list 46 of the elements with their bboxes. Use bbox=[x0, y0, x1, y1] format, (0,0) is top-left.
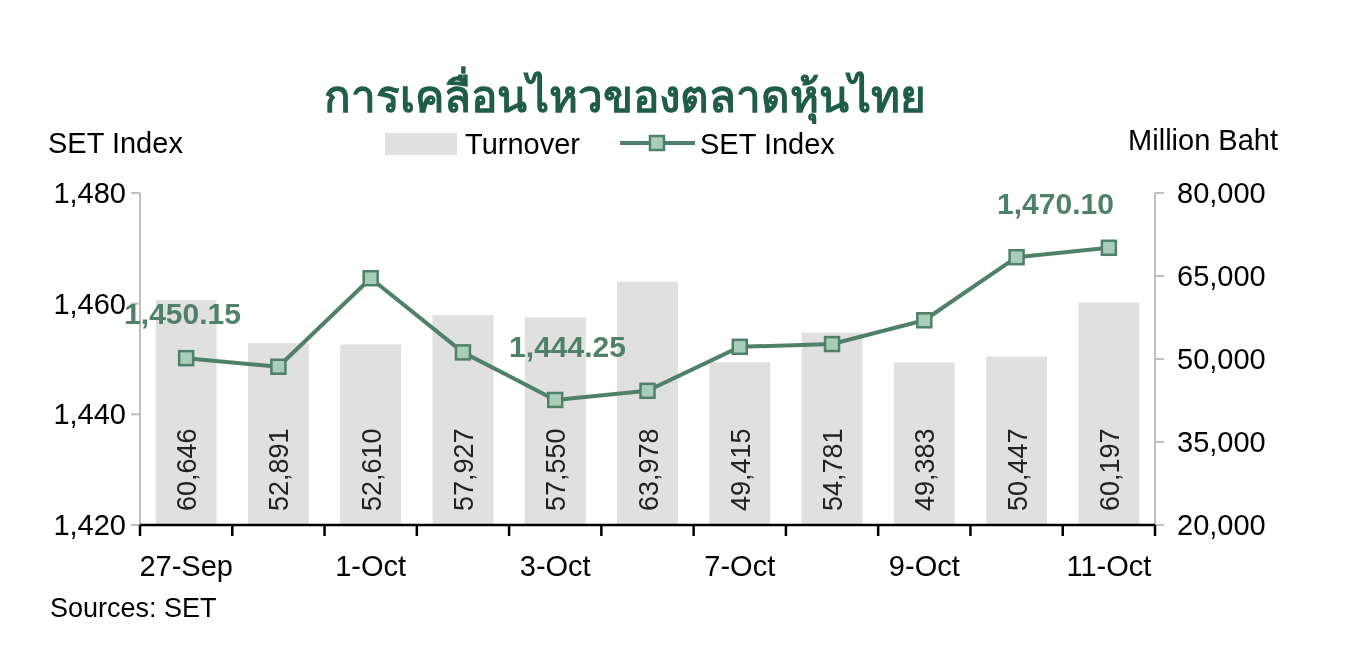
x-tick-label: 27-Sep bbox=[139, 550, 233, 582]
chart-title: การเคลื่อนไหวของตลาดหุ้นไทย bbox=[324, 66, 926, 125]
y-tick-label: 1,460 bbox=[53, 287, 126, 320]
y2-tick-label: 80,000 bbox=[1177, 177, 1266, 209]
y2-tick-label: 50,000 bbox=[1177, 343, 1266, 375]
y2-tick-label: 35,000 bbox=[1177, 426, 1266, 458]
point bbox=[1008, 248, 1025, 266]
point bbox=[916, 312, 933, 329]
data-label: 49,383 bbox=[910, 428, 941, 511]
data-label: 54,781 bbox=[818, 428, 849, 511]
x-tick-label: 3-Oct bbox=[519, 550, 591, 582]
data-label: 1,450.15 bbox=[124, 297, 241, 331]
point bbox=[546, 391, 564, 409]
source-note: Sources: SET bbox=[50, 593, 217, 623]
x-tick-label: 7-Oct bbox=[704, 550, 776, 582]
legend-label: Turnover bbox=[465, 128, 581, 160]
x-tick-label: 9-Oct bbox=[888, 550, 960, 582]
point bbox=[731, 338, 749, 356]
y-axis-title: SET Index bbox=[48, 127, 184, 159]
y2-tick-label: 20,000 bbox=[1177, 509, 1266, 541]
y-tick-label: 1,420 bbox=[53, 509, 126, 541]
point bbox=[454, 344, 472, 361]
data-label: 60,646 bbox=[172, 428, 203, 511]
data-label: 60,197 bbox=[1094, 428, 1125, 511]
data-label: 52,891 bbox=[264, 428, 295, 511]
data-label: 57,550 bbox=[541, 428, 572, 511]
point bbox=[270, 358, 287, 375]
point bbox=[639, 382, 656, 400]
legend-label: SET Index bbox=[699, 128, 836, 160]
x-tick-label: 1-Oct bbox=[335, 550, 407, 582]
data-label: 1,444.25 bbox=[509, 329, 626, 363]
data-label: 49,415 bbox=[725, 428, 756, 511]
data-label: 50,447 bbox=[1002, 428, 1033, 511]
data-label: 1,470.10 bbox=[997, 186, 1114, 220]
data-label: 57,927 bbox=[448, 428, 479, 511]
data-label: 52,610 bbox=[356, 428, 387, 511]
point bbox=[177, 349, 195, 367]
y-tick-label: 1,480 bbox=[53, 177, 126, 209]
y2-axis-title: Million Baht bbox=[1128, 124, 1278, 156]
point bbox=[362, 269, 379, 287]
data-label: 63,978 bbox=[633, 428, 664, 511]
y-tick-label: 1,440 bbox=[53, 398, 126, 431]
x-tick-label: 11-Oct bbox=[1066, 550, 1152, 582]
y2-tick-label: 65,000 bbox=[1177, 260, 1266, 292]
point bbox=[1100, 239, 1118, 257]
point bbox=[823, 335, 841, 353]
